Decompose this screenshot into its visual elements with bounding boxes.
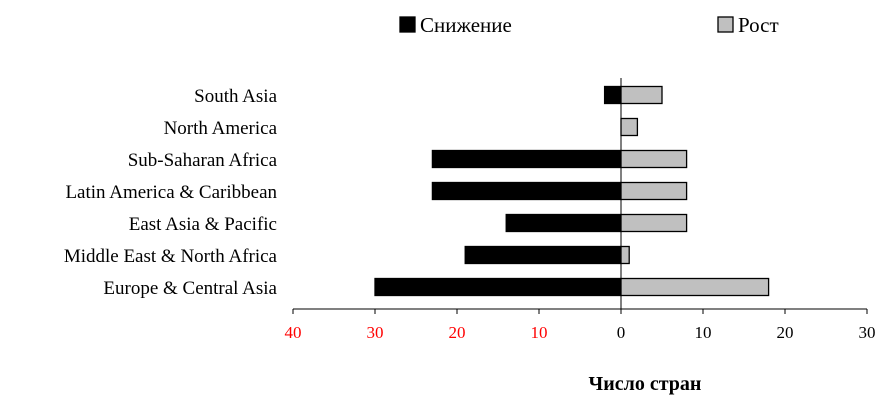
category-label: Europe & Central Asia [103,278,277,299]
category-label: Sub-Saharan Africa [128,150,278,171]
bar-decline-0 [603,85,622,105]
x-axis-label: Число стран [589,373,702,395]
bar-growth-2 [620,149,688,169]
category-label: North America [164,118,278,139]
bar-decline-5 [464,245,622,265]
category-label: East Asia & Pacific [129,214,277,235]
bar-growth-6 [620,277,770,297]
x-tick-label: 40 [285,323,302,342]
x-tick-label: 10 [695,323,712,342]
x-tick-label: 20 [449,323,466,342]
bar-growth-3 [620,181,688,201]
x-axis: 40 30 20 10 0 10 20 30 [285,78,876,342]
bar-decline-2 [431,149,622,169]
bar-growth-1 [620,117,639,137]
legend-label-0: Снижение [420,13,512,37]
legend-swatch-1 [717,16,734,33]
bar-growth-0 [620,85,663,105]
x-tick-label: 0 [617,323,626,342]
bar-decline-3 [431,181,622,201]
legend-swatch-0 [399,16,416,33]
x-tick-label: 20 [777,323,794,342]
bar-decline-6 [374,277,622,297]
legend-label-1: Рост [738,13,779,37]
x-tick-label: 10 [531,323,548,342]
x-tick-label: 30 [367,323,384,342]
legend: Снижение Рост [399,13,779,37]
x-tick-label: 30 [859,323,876,342]
category-label: Latin America & Caribbean [65,182,277,203]
bar-decline-4 [505,213,622,233]
category-label: Middle East & North Africa [64,246,278,267]
category-label: South Asia [194,86,277,107]
bar-growth-5 [620,245,630,265]
bars [374,85,770,297]
category-labels: South Asia North America Sub-Saharan Afric… [64,86,278,299]
bar-growth-4 [620,213,688,233]
